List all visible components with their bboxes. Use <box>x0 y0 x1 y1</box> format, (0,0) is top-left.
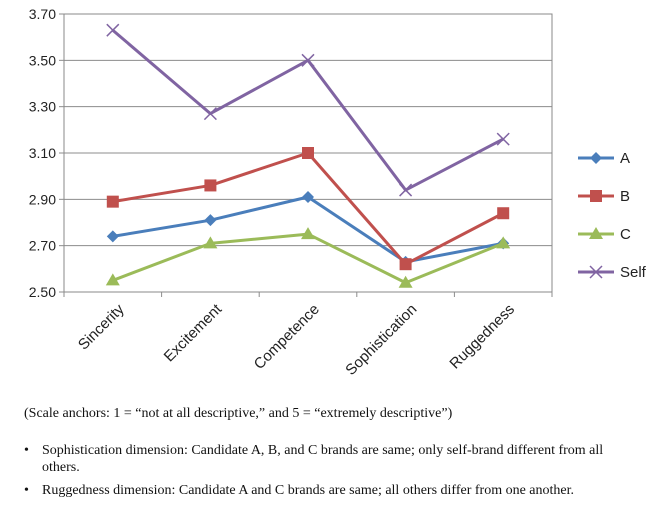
findings-list: • Sophistication dimension: Candidate A, … <box>22 442 622 505</box>
line-chart: 2.50 2.70 2.90 3.10 3.30 3.50 3.70 Sincerity Ex… <box>29 6 647 379</box>
y-tick-label: 2.70 <box>29 238 56 254</box>
data-point <box>590 152 602 164</box>
legend-item: A <box>578 150 630 167</box>
legend-label: Self <box>620 264 647 281</box>
y-axis-ticks: 2.50 2.70 2.90 3.10 3.30 3.50 3.70 <box>29 6 64 300</box>
data-point <box>301 53 315 67</box>
marker-stroke <box>301 53 315 67</box>
data-point <box>106 230 119 243</box>
series-c <box>105 227 511 288</box>
series-self <box>106 23 510 197</box>
data-point <box>204 179 217 192</box>
data-point <box>589 265 603 279</box>
legend: A B C Self <box>578 150 647 281</box>
data-point <box>497 207 510 220</box>
data-point <box>496 132 510 146</box>
data-point <box>106 195 119 208</box>
data-point <box>106 23 120 37</box>
x-tick-label: Ruggedness <box>446 301 518 373</box>
marker-stroke <box>203 107 217 121</box>
marker-stroke <box>589 265 603 279</box>
x-tick-label: Excitement <box>161 300 226 365</box>
list-item: • Ruggedness dimension: Candidate A and C… <box>22 482 622 499</box>
x-axis-ticks: Sincerity Excitement Competence Sophisticat… <box>63 292 553 379</box>
data-point <box>590 190 602 202</box>
data-point <box>399 183 413 197</box>
y-tick-label: 3.50 <box>29 52 56 68</box>
list-item: • Sophistication dimension: Candidate A, … <box>22 442 622 476</box>
data-point <box>496 236 511 249</box>
series-line <box>111 29 504 192</box>
marker-stroke <box>399 183 413 197</box>
legend-item: C <box>578 226 631 243</box>
marker-stroke <box>106 23 120 37</box>
data-point <box>302 191 314 204</box>
y-tick-label: 3.30 <box>29 99 56 115</box>
bullet-icon: • <box>24 443 29 458</box>
marker-stroke <box>496 132 510 146</box>
legend-item: Self <box>578 264 647 281</box>
bullet-text: Sophistication dimension: Candidate A, B… <box>42 443 604 475</box>
legend-label: B <box>620 188 630 205</box>
legend-label: A <box>620 150 630 167</box>
x-tick-label: Sophistication <box>342 301 420 379</box>
bullet-text: Ruggedness dimension: Candidate A and C … <box>42 483 575 498</box>
y-tick-label: 2.90 <box>29 191 56 207</box>
data-point <box>203 107 217 121</box>
legend-item: B <box>578 188 630 205</box>
data-point <box>204 214 217 227</box>
x-tick-label: Sincerity <box>75 300 128 353</box>
data-point <box>105 273 120 286</box>
legend-label: C <box>620 226 631 243</box>
bullet-icon: • <box>24 483 29 498</box>
y-tick-label: 3.70 <box>29 6 56 22</box>
series-b <box>106 147 510 271</box>
series-lines <box>105 23 511 288</box>
y-tick-label: 2.50 <box>29 284 56 300</box>
data-point <box>399 258 412 271</box>
data-point <box>302 147 314 159</box>
y-tick-label: 3.10 <box>29 145 56 161</box>
data-point <box>203 236 218 249</box>
data-point <box>301 227 315 240</box>
data-point <box>398 275 413 288</box>
series-line <box>112 232 504 285</box>
data-point <box>589 227 603 239</box>
scale-anchors-note: (Scale anchors: 1 = “not at all descript… <box>24 406 453 421</box>
x-tick-label: Competence <box>251 301 323 373</box>
